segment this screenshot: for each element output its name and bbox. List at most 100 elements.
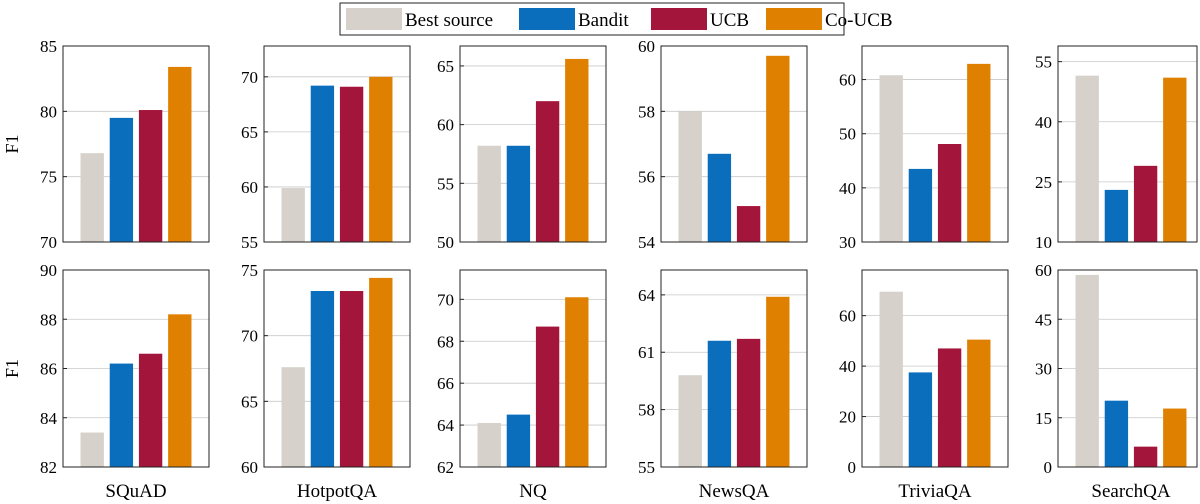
legend-label: UCB: [710, 10, 749, 31]
y-tick-label: 70: [40, 233, 57, 252]
y-tick-label: 60: [638, 37, 655, 56]
y-tick-label: 15: [1035, 409, 1052, 428]
bar: [879, 291, 903, 467]
y-tick-label: 60: [1035, 261, 1052, 280]
bar: [1104, 400, 1129, 467]
y-tick-label: 56: [638, 168, 655, 187]
y-tick-label: 88: [40, 310, 57, 329]
plot-frame: [459, 269, 607, 468]
y-tick-label: 30: [839, 233, 856, 252]
legend-label: Co-UCB: [825, 10, 893, 31]
bar: [1163, 408, 1187, 467]
legend-swatch: [651, 8, 707, 30]
y-tick-label: 40: [1035, 113, 1052, 132]
y-tick-label: 75: [40, 168, 57, 187]
y-tick-label: 84: [40, 409, 58, 428]
y-tick-label: 25: [1035, 173, 1052, 192]
bar: [310, 85, 335, 243]
legend-swatch: [346, 8, 402, 30]
bar: [1133, 446, 1158, 467]
bar: [678, 111, 702, 242]
plot-frame: [660, 45, 808, 243]
y-tick-label: 60: [839, 307, 856, 326]
bar: [678, 375, 702, 467]
bar: [967, 339, 991, 467]
bar: [281, 188, 305, 242]
y-tick-label: 80: [40, 102, 57, 121]
x-axis-label: NQ: [519, 481, 547, 502]
panel: 60 65 70 75 HotpotQA: [241, 261, 411, 502]
y-tick-label: 40: [839, 179, 856, 198]
panel: 55 60 65 70: [241, 45, 411, 252]
plot-frame: [263, 45, 411, 243]
panels: 70 75 80 85 F1 55 60 65 70 50 55 60 65 54 56 58 60 30 40 50…: [2, 37, 1198, 502]
bar: [477, 145, 501, 242]
y-axis-label: F1: [2, 359, 22, 378]
x-axis-label: NewsQA: [699, 481, 770, 502]
plot-frame: [861, 269, 1009, 468]
legend-label: Best source: [405, 10, 493, 31]
bar: [1075, 75, 1099, 243]
bar: [109, 363, 134, 467]
bar: [109, 117, 134, 242]
legend-box: [339, 2, 845, 36]
bar: [535, 101, 560, 242]
plot-frame: [459, 45, 607, 243]
y-tick-label: 55: [1035, 53, 1052, 72]
y-tick-label: 50: [839, 125, 856, 144]
bar: [565, 58, 589, 242]
bar: [1075, 274, 1099, 467]
bar: [908, 168, 933, 242]
y-tick-label: 60: [839, 71, 856, 90]
panel: 0 15 30 45 60 SearchQA: [1035, 261, 1198, 502]
bar: [369, 76, 393, 243]
plot-frame: [861, 45, 1009, 243]
y-tick-label: 20: [839, 408, 856, 427]
bar: [477, 422, 501, 467]
y-tick-label: 50: [437, 233, 454, 252]
y-tick-label: 86: [40, 360, 57, 379]
panel: 55 58 61 64 NewsQA: [638, 269, 808, 502]
y-tick-label: 85: [40, 37, 57, 56]
bar: [138, 353, 163, 467]
y-tick-label: 65: [241, 123, 258, 142]
bar: [80, 153, 104, 242]
y-tick-label: 65: [241, 392, 258, 411]
y-tick-label: 82: [40, 458, 57, 477]
y-tick-label: 62: [437, 458, 454, 477]
y-tick-label: 61: [638, 343, 655, 362]
y-tick-label: 40: [839, 357, 856, 376]
plot-frame: [263, 269, 411, 468]
y-tick-label: 58: [638, 102, 655, 121]
bar: [736, 206, 761, 242]
bar: [138, 110, 163, 242]
plot-frame: [1057, 45, 1198, 243]
panel: 50 55 60 65: [437, 45, 607, 252]
bar: [766, 296, 790, 467]
legend: Best source Bandit UCB Co-UCB: [339, 2, 893, 36]
panel: 54 56 58 60: [638, 37, 808, 252]
y-tick-label: 70: [241, 68, 258, 87]
panel: 0 20 40 60 TriviaQA: [839, 269, 1009, 502]
panel: 70 75 80 85 F1: [2, 37, 210, 252]
y-tick-label: 58: [638, 401, 655, 420]
y-tick-label: 70: [241, 327, 258, 346]
bar: [80, 432, 104, 467]
bar: [168, 314, 192, 467]
bar: [879, 75, 903, 242]
panel: 62 64 66 68 70 NQ: [437, 269, 607, 502]
x-axis-label: HotpotQA: [297, 481, 378, 502]
bar: [506, 145, 531, 242]
y-tick-label: 70: [437, 290, 454, 309]
bar: [281, 367, 305, 467]
bar: [937, 144, 962, 242]
y-axis-label: F1: [2, 134, 22, 153]
y-tick-label: 55: [437, 174, 454, 193]
legend-swatch: [766, 8, 822, 30]
bar: [339, 291, 364, 467]
y-tick-label: 30: [1035, 360, 1052, 379]
y-tick-label: 60: [241, 458, 258, 477]
bar: [339, 86, 364, 242]
y-tick-label: 66: [437, 374, 454, 393]
